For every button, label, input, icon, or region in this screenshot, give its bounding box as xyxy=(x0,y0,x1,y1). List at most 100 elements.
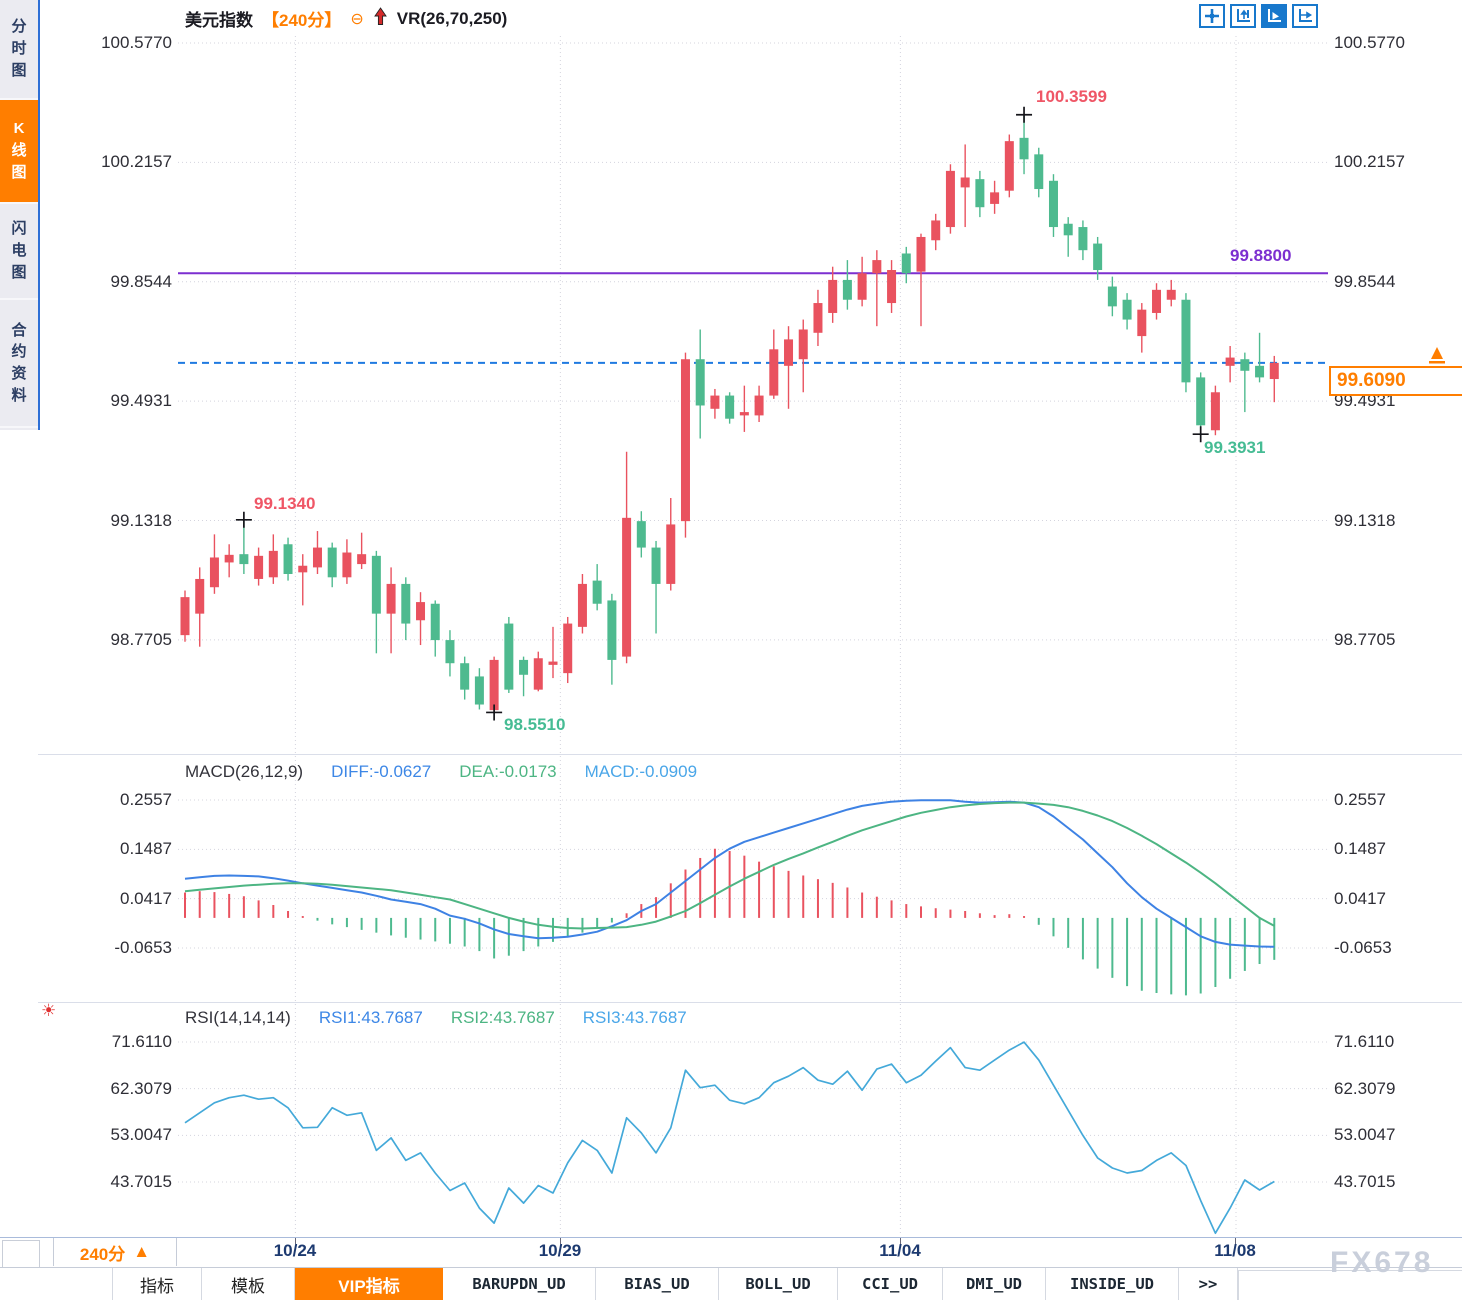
macd-diff-line xyxy=(184,799,1275,948)
tab-indicators[interactable]: 指标 xyxy=(113,1268,202,1300)
collapse-icon[interactable]: ⊖ xyxy=(350,10,364,28)
tab-inside-ud[interactable]: INSIDE_UD xyxy=(1046,1268,1179,1300)
candle-body xyxy=(283,544,293,575)
candle-body xyxy=(430,603,440,641)
tab-cci-ud[interactable]: CCI_UD xyxy=(838,1268,943,1300)
tab-label: BIAS_UD xyxy=(624,1275,690,1293)
date-label: 10/29 xyxy=(538,1241,582,1260)
candle-body xyxy=(224,554,234,563)
candle-body xyxy=(769,349,779,396)
indicator-tab-bar: 指标 模板 VIP指标 BARUPDN_UD BIAS_UD BOLL_UD C… xyxy=(0,1267,1462,1300)
tab-dmi-ud[interactable]: DMI_UD xyxy=(943,1268,1046,1300)
candle-body xyxy=(916,236,926,272)
rsi-axis-label: 53.0047 xyxy=(110,1125,172,1144)
candle-body xyxy=(739,412,749,416)
axis-zoom-icon[interactable] xyxy=(1230,4,1256,28)
candle-body xyxy=(1210,392,1220,431)
left-sidebar: 分时图 K线图 闪电图 合约资料 xyxy=(0,0,40,430)
sidebar-tab-label: 闪电图 xyxy=(11,220,27,281)
macd-axis-label: 0.1487 xyxy=(120,839,172,858)
sidebar-tab-label: K线图 xyxy=(11,120,27,181)
candle-body xyxy=(1137,309,1147,337)
macd-diff-value: DIFF:-0.0627 xyxy=(331,762,432,781)
tab-label: CCI_UD xyxy=(862,1275,918,1293)
extreme-cross-marker xyxy=(1192,426,1209,443)
macd-axis-label: -0.0653 xyxy=(1334,938,1392,957)
period-tag[interactable]: 【240分】 xyxy=(262,11,342,30)
candle-body xyxy=(533,658,543,690)
candle-body xyxy=(474,676,484,705)
rsi-axis-label: 62.3079 xyxy=(110,1079,172,1098)
tab-label: BOLL_UD xyxy=(745,1275,811,1293)
candle-body xyxy=(1225,357,1235,366)
candle-body xyxy=(857,273,867,300)
candle-body xyxy=(519,659,529,675)
candle-body xyxy=(931,220,941,241)
price-axis-label: 100.5770 xyxy=(1334,33,1405,52)
price-marker-arrow-icon xyxy=(1429,347,1445,364)
candle-body xyxy=(298,565,308,573)
price-axis-label: 99.4931 xyxy=(110,391,172,410)
tab-boll-ud[interactable]: BOLL_UD xyxy=(719,1268,838,1300)
candle-body xyxy=(710,395,720,409)
candle-body xyxy=(489,659,499,711)
rsi-axis-label: 43.7015 xyxy=(1334,1172,1396,1191)
auto-scroll-icon[interactable] xyxy=(1261,4,1287,28)
candle-body xyxy=(371,555,381,614)
annotation-label: 100.3599 xyxy=(1036,87,1107,106)
rsi2-value: RSI2:43.7687 xyxy=(450,1008,555,1027)
price-axis-label: 100.2157 xyxy=(101,152,172,171)
sidebar-tab-kline-chart[interactable]: K线图 xyxy=(0,100,38,204)
candle-body xyxy=(386,583,396,614)
period-selector[interactable]: 240分 ▲ xyxy=(53,1238,177,1266)
purple-line-label: 99.8800 xyxy=(1230,246,1292,265)
candle-body xyxy=(1019,137,1029,160)
sidebar-tab-lightning-chart[interactable]: 闪电图 xyxy=(0,204,38,300)
overlay-indicator-label: VR(26,70,250) xyxy=(396,8,508,28)
rsi-line xyxy=(184,1041,1275,1235)
candle-body xyxy=(1122,299,1132,320)
candle-body xyxy=(209,557,219,588)
rsi3-value: RSI3:43.7687 xyxy=(582,1008,687,1027)
price-axis-label: 99.8544 xyxy=(1334,272,1396,291)
candle-body xyxy=(651,547,661,584)
tab-bias-ud[interactable]: BIAS_UD xyxy=(596,1268,719,1300)
tab-more[interactable]: >> xyxy=(1179,1268,1238,1300)
candle-body xyxy=(1034,154,1044,190)
candle-body xyxy=(607,600,617,660)
triangle-up-icon: ▲ xyxy=(133,1242,151,1261)
sun-icon[interactable]: ☀ xyxy=(41,1001,57,1020)
date-label: 10/24 xyxy=(273,1241,317,1260)
candle-body xyxy=(312,547,322,568)
crosshair-icon[interactable] xyxy=(1199,4,1225,28)
candle-body xyxy=(813,303,823,333)
candle-body xyxy=(1196,377,1206,426)
tab-barupdn-ud[interactable]: BARUPDN_UD xyxy=(443,1268,596,1300)
macd-axis-label: 0.2557 xyxy=(120,790,172,809)
candle-body xyxy=(960,177,970,188)
candle-body xyxy=(401,583,411,624)
current-price-value: 99.6090 xyxy=(1337,370,1406,391)
rsi-axis-label: 43.7015 xyxy=(110,1172,172,1191)
tab-templates[interactable]: 模板 xyxy=(202,1268,295,1300)
tab-label: >> xyxy=(1198,1275,1218,1293)
candle-body xyxy=(504,623,514,690)
sidebar-tab-time-chart[interactable]: 分时图 xyxy=(0,0,38,100)
candle-body xyxy=(327,547,337,578)
candle-body xyxy=(1048,180,1058,228)
macd-axis-label: -0.0653 xyxy=(114,938,172,957)
sidebar-tab-contract-info[interactable]: 合约资料 xyxy=(0,300,38,428)
period-selector-label: 240分 xyxy=(79,1244,126,1264)
current-price-tag: 99.6090 xyxy=(1329,366,1462,396)
date-axis-strip xyxy=(0,1237,1462,1267)
candle-body xyxy=(680,359,690,522)
pan-right-icon[interactable] xyxy=(1292,4,1318,28)
tab-label: 模板 xyxy=(231,1276,265,1296)
tabbar-end-cell xyxy=(1238,1270,1462,1300)
date-tick xyxy=(295,1238,296,1244)
candle-body xyxy=(872,260,882,274)
rsi-axis-label: 71.6110 xyxy=(111,1032,172,1051)
tab-vip-indicators[interactable]: VIP指标 xyxy=(295,1268,443,1300)
macd-axis-label: 0.1487 xyxy=(1334,839,1386,858)
